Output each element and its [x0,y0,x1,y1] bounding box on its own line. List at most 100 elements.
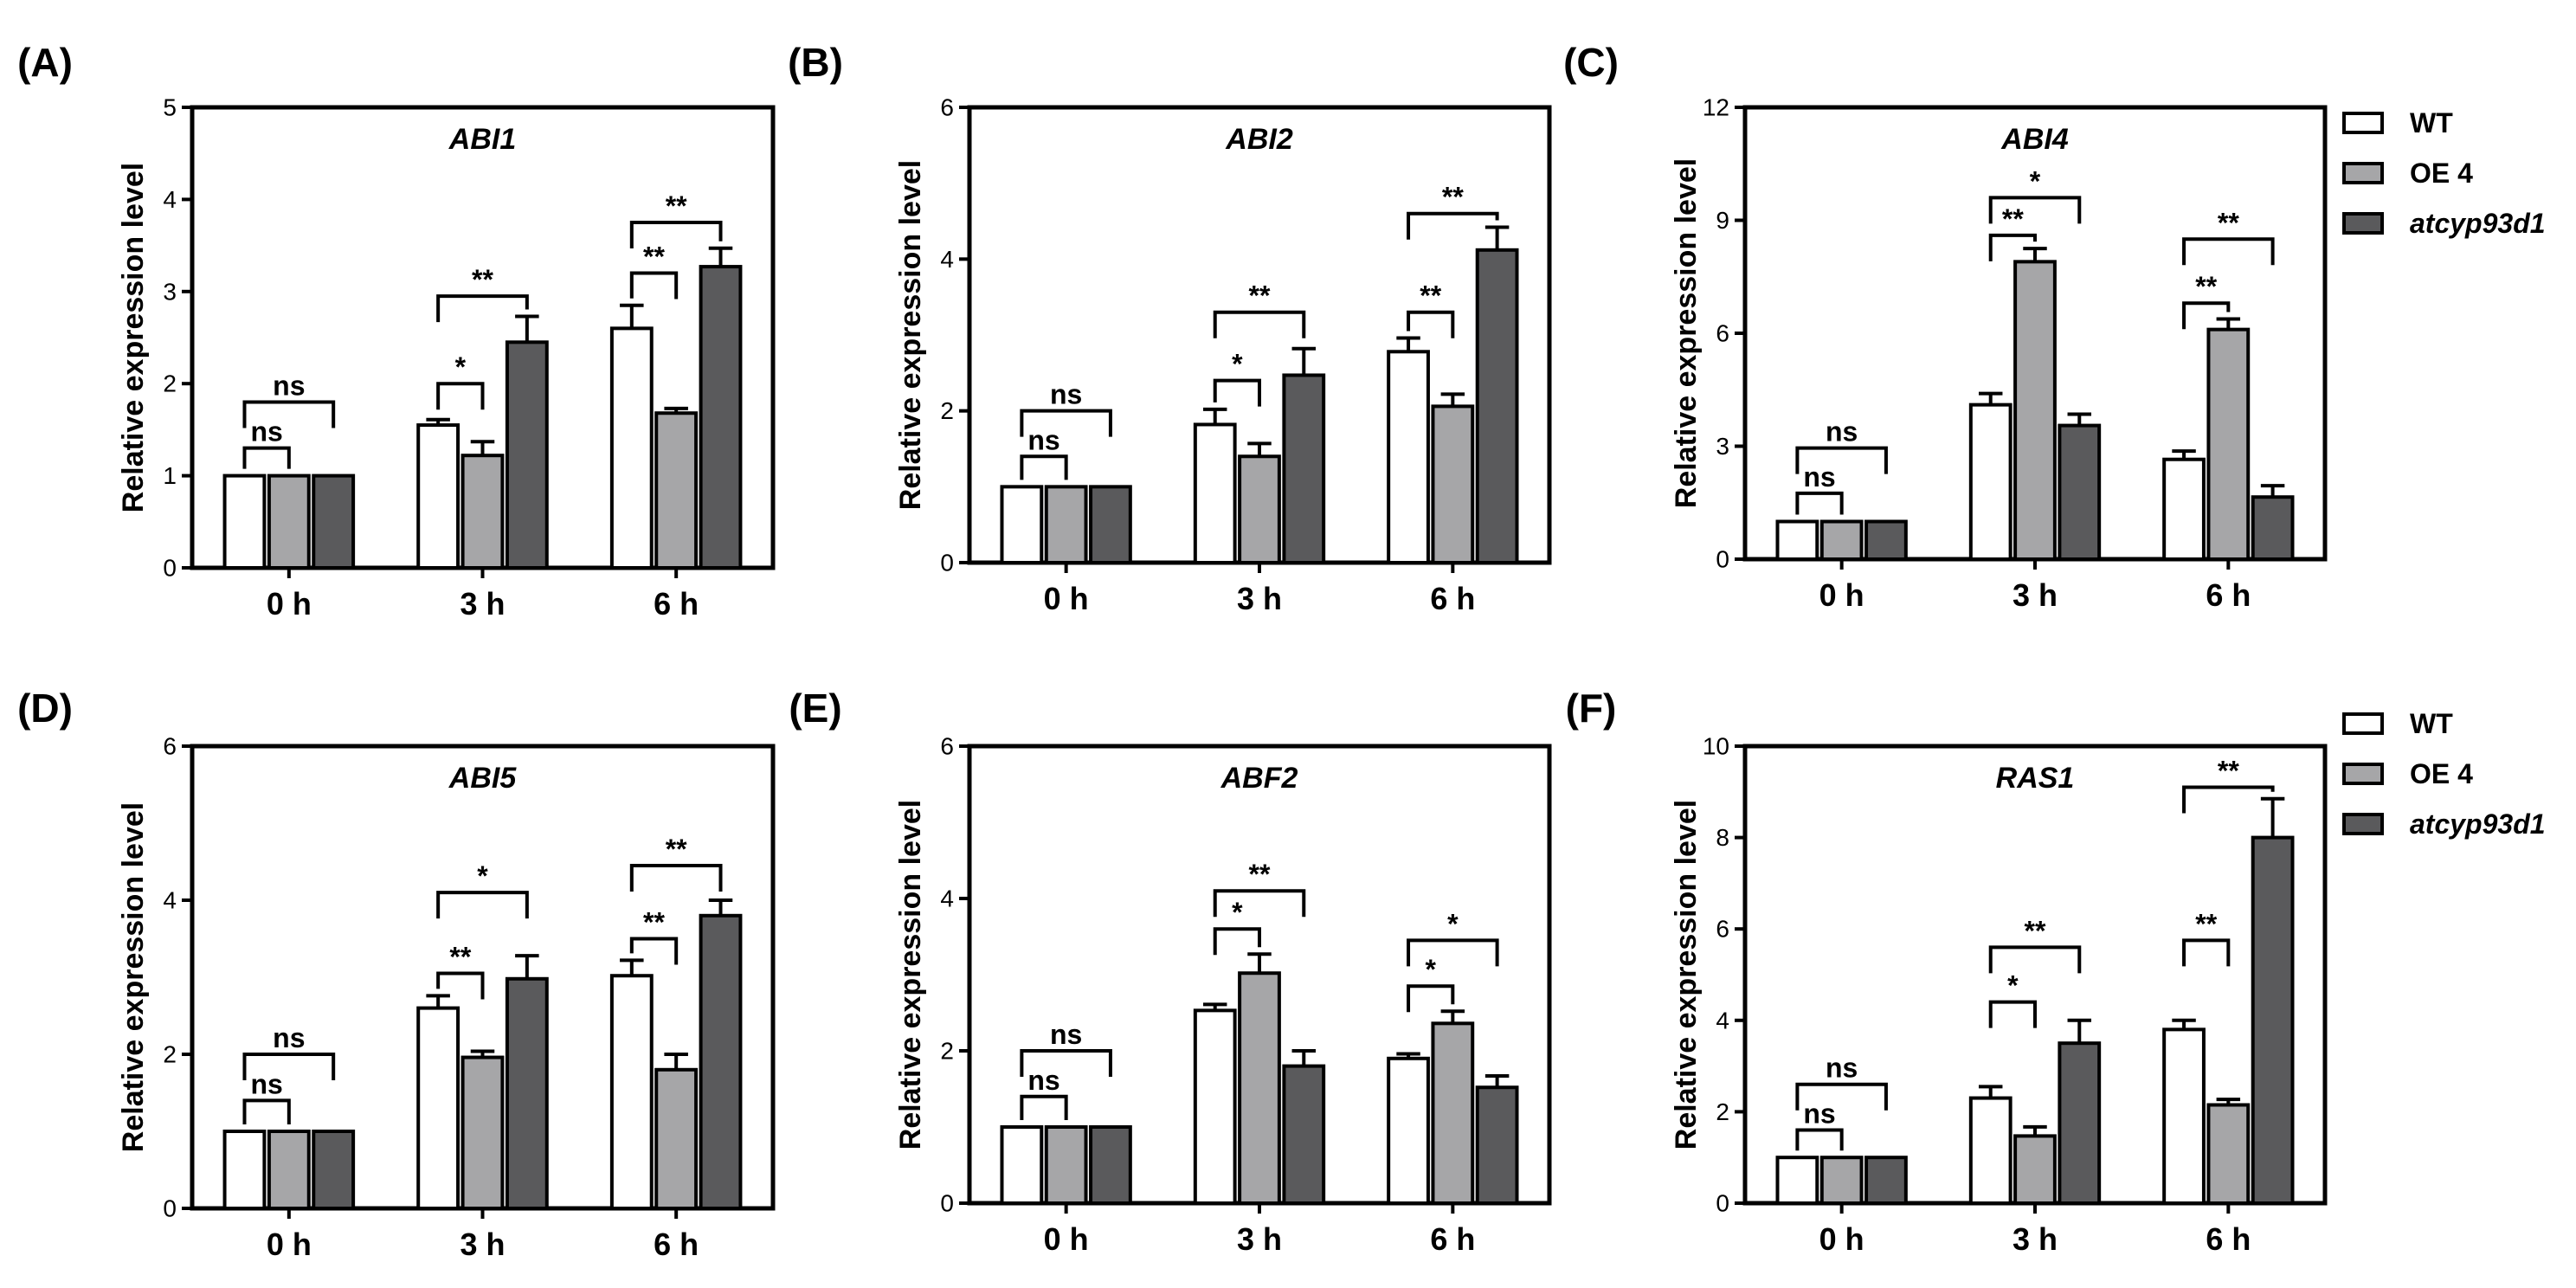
significance-label: * [1425,954,1436,985]
y-tick-label: 2 [940,397,954,424]
panel-label: (B) [788,40,843,85]
bar-wt [1775,519,1819,561]
y-tick-label: 0 [163,1195,177,1222]
significance-label: ** [1442,182,1464,213]
bar-atcyp93d1 [1475,248,1519,564]
legend-label: atcyp93d1 [2410,208,2546,239]
bar-oe-4 [1044,1125,1088,1205]
gene-title: ABI2 [1225,123,1293,156]
bar-wt [1968,1096,2012,1206]
bar-oe-4 [654,411,699,570]
bar-oe-4 [1819,519,1864,561]
legend-2: WT OE 4 atcyp93d1 [2342,708,2546,840]
y-tick-label: 6 [1716,320,1729,347]
significance-label: ns [273,1022,305,1053]
x-tick-label: 0 h [1819,1221,1864,1257]
bar-wt [609,326,654,570]
chart-panel-d: (D) ABI5 Relative expression level 0 2 4 6 0 h 3… [17,686,776,1262]
bar-wt [1968,402,2012,561]
bar-oe-4 [267,1130,311,1210]
significance-bracket [1988,196,2082,224]
significance-bracket [2182,938,2231,967]
y-tick-label: 6 [163,733,177,760]
bar-atcyp93d1 [2251,495,2295,561]
significance-bracket [242,400,336,428]
bar-wt [416,423,460,570]
y-tick-label: 0 [1716,546,1729,573]
x-tick-label: 3 h [460,586,505,621]
y-tick-label: 0 [940,550,954,576]
x-tick-label: 0 h [1044,581,1089,616]
bar-atcyp93d1 [1282,1064,1326,1205]
bar-atcyp93d1 [2058,423,2102,562]
significance-bracket [1407,211,1499,240]
y-tick-label: 0 [940,1190,954,1217]
significance-label: ** [472,264,493,295]
x-tick-label: 6 h [654,1227,699,1262]
y-tick-label: 3 [163,278,177,305]
bar-wt [2162,457,2206,561]
bar-wt [1193,422,1237,564]
chart-panel-c: (C) ABI4 Relative expression level 0 3 6 9 12 0 … [1563,40,2328,613]
legend-label: WT [2410,107,2453,138]
y-tick-label: 6 [1716,916,1729,943]
y-tick-label: 10 [1703,733,1729,760]
significance-bracket [1988,1000,2037,1028]
bar-oe-4 [2206,327,2251,561]
significance-label: ns [1050,379,1082,410]
legend-label: OE 4 [2410,758,2473,789]
legend-swatch-wt [2342,112,2384,134]
significance-bracket [1988,233,2037,261]
legend-swatch-oe-4 [2342,763,2384,785]
bar-oe-4 [1044,485,1088,564]
significance-bracket [436,891,529,919]
x-tick-label: 6 h [2206,577,2251,613]
bar-atcyp93d1 [699,265,743,570]
significance-label: ns [1826,1053,1858,1084]
bar-wt [1000,1125,1044,1205]
bar-oe-4 [460,454,505,570]
y-axis-label: Relative expression level [1670,158,1703,508]
significance-label: ns [1826,416,1858,448]
significance-bracket [1020,1049,1112,1077]
bar-oe-4 [460,1055,505,1211]
bar-wt [1000,485,1044,564]
bar-wt [222,1130,267,1210]
x-tick-label: 6 h [1430,1221,1475,1257]
significance-bracket [1020,1094,1068,1120]
y-tick-label: 1 [163,462,177,489]
y-tick-label: 5 [163,94,177,121]
panel-label: (E) [789,686,841,731]
y-tick-label: 2 [1716,1098,1729,1125]
panel-label: (D) [17,686,73,731]
chart-panel-b: (B) ABI2 Relative expression level 0 2 4 6 0 h 3… [788,40,1552,616]
x-tick-label: 3 h [460,1227,505,1262]
y-axis-label: Relative expression level [894,160,927,510]
x-tick-label: 6 h [2206,1221,2251,1257]
significance-label: ** [1249,280,1271,312]
significance-label: ns [1027,1065,1059,1096]
bar-atcyp93d1 [505,340,549,570]
significance-label: * [1447,908,1459,939]
y-axis-label: Relative expression level [894,800,927,1150]
significance-label: * [1232,897,1243,928]
y-tick-label: 4 [940,886,954,912]
panel-label: (A) [17,40,73,85]
significance-label: ** [666,834,687,865]
bar-atcyp93d1 [1089,1125,1132,1205]
significance-bracket [1795,491,1844,515]
significance-label: ns [1050,1019,1082,1050]
bar-oe-4 [1238,454,1281,564]
significance-label: ** [643,907,665,938]
y-tick-label: 12 [1703,94,1729,121]
bar-oe-4 [2206,1103,2251,1205]
significance-label: ** [2218,756,2239,787]
y-tick-label: 4 [163,186,177,213]
bar-atcyp93d1 [1089,485,1132,564]
significance-label: ** [643,242,665,273]
bar-wt [1387,350,1430,564]
bar-wt [1387,1056,1430,1206]
significance-bracket [1213,889,1306,918]
x-tick-label: 6 h [654,586,699,621]
